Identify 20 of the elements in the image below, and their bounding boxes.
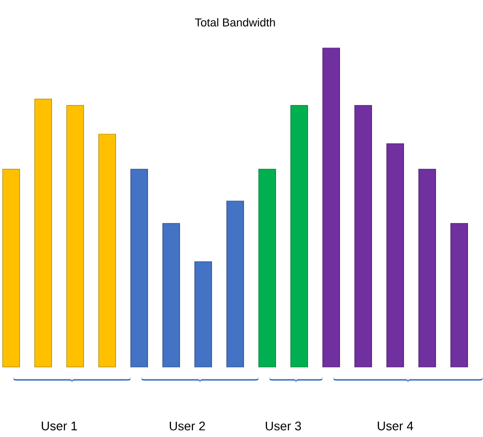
text: User 2 <box>170 422 205 430</box>
bar <box>418 168 436 368</box>
bar <box>34 98 52 368</box>
bar <box>258 168 276 368</box>
bar <box>194 261 212 368</box>
chart-title: Total Bandwidth <box>195 18 275 26</box>
bar <box>386 143 404 368</box>
bar <box>290 105 308 368</box>
bar <box>450 223 468 368</box>
bar <box>162 223 180 368</box>
text: User 1 <box>42 422 77 430</box>
bar <box>322 48 340 368</box>
bar <box>354 105 372 368</box>
bar <box>98 134 116 368</box>
bar <box>130 168 148 368</box>
text: User 3 <box>266 422 301 430</box>
bar <box>2 168 20 368</box>
bar <box>66 105 84 368</box>
text: User 4 <box>378 422 414 430</box>
bar <box>226 200 244 368</box>
